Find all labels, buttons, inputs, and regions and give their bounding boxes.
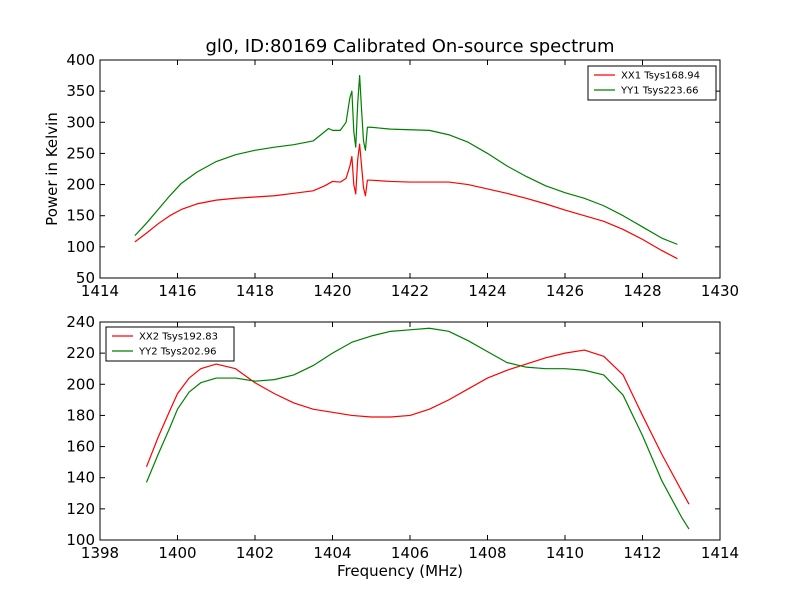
chart-title: gl0, ID:80169 Calibrated On-source spect… bbox=[205, 36, 614, 57]
top-axes: 1414 1416 1418 1420 1422 1424 1426 1428 1430 50 10… bbox=[43, 51, 739, 300]
legend-label: YY2 Tsys202.96 bbox=[138, 347, 217, 358]
legend-label: YY1 Tsys223.66 bbox=[620, 86, 699, 97]
y-tick-label: 400 bbox=[66, 51, 95, 69]
legend: XX2 Tsys192.83 YY2 Tsys202.96 bbox=[105, 326, 235, 362]
x-tick-label: 1408 bbox=[468, 544, 506, 562]
y-tick-label: 240 bbox=[66, 313, 95, 331]
legend-label: XX2 Tsys192.83 bbox=[139, 332, 218, 343]
x-tick-label: 1420 bbox=[313, 282, 351, 300]
y-tick-label: 220 bbox=[66, 344, 95, 362]
series-line-2 bbox=[145, 327, 690, 530]
x-tick-label: 1428 bbox=[623, 282, 661, 300]
y-tick-label: 300 bbox=[66, 113, 95, 131]
x-tick-label: 1426 bbox=[546, 282, 584, 300]
y-tick-label: 200 bbox=[66, 176, 95, 194]
y-axis-label: Power in Kelvin bbox=[43, 112, 61, 226]
series-line-1 bbox=[145, 349, 690, 505]
y-tick-label: 180 bbox=[66, 406, 95, 424]
y-tick-label: 350 bbox=[66, 82, 95, 100]
x-tick-label: 1422 bbox=[391, 282, 429, 300]
series-line-1 bbox=[134, 143, 678, 260]
x-tick-label: 1406 bbox=[391, 544, 429, 562]
x-tick-label: 1424 bbox=[468, 282, 506, 300]
x-tick-label: 1414 bbox=[81, 282, 119, 300]
y-tick-label: 150 bbox=[66, 207, 95, 225]
x-tick-label: 1430 bbox=[701, 282, 739, 300]
x-tick-label: 1400 bbox=[158, 544, 196, 562]
legend: XX1 Tsys168.94 YY1 Tsys223.66 bbox=[587, 65, 717, 101]
y-tick-label: 100 bbox=[66, 238, 95, 256]
x-tick-label: 1418 bbox=[236, 282, 274, 300]
x-tick-label: 1402 bbox=[236, 544, 274, 562]
legend-label: XX1 Tsys168.94 bbox=[621, 71, 700, 82]
x-tick-label: 1404 bbox=[313, 544, 351, 562]
series-line-2 bbox=[134, 74, 678, 245]
x-axis-label: Frequency (MHz) bbox=[337, 562, 463, 580]
x-tick-label: 1398 bbox=[81, 544, 119, 562]
y-tick-label: 200 bbox=[66, 375, 95, 393]
y-tick-label: 140 bbox=[66, 469, 95, 487]
bottom-axes: 1398 1400 1402 1404 1406 1408 1410 1412 1414 100 1… bbox=[66, 313, 739, 580]
y-tick-label: 120 bbox=[66, 500, 95, 518]
x-tick-label: 1414 bbox=[701, 544, 739, 562]
y-tick-label: 160 bbox=[66, 438, 95, 456]
x-tick-label: 1416 bbox=[158, 282, 196, 300]
y-tick-label: 50 bbox=[76, 269, 95, 287]
y-tick-label: 250 bbox=[66, 144, 95, 162]
y-tick-label: 100 bbox=[66, 531, 95, 549]
legend-box bbox=[105, 326, 235, 362]
x-tick-label: 1410 bbox=[546, 544, 584, 562]
x-tick-label: 1412 bbox=[623, 544, 661, 562]
legend-box bbox=[587, 65, 717, 101]
